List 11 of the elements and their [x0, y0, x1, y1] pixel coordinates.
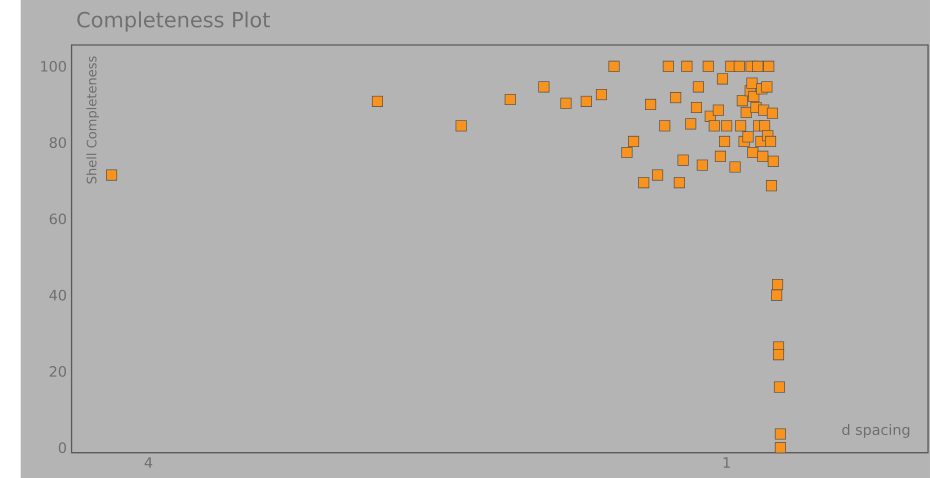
y-tick-label: 60: [50, 213, 66, 224]
x-tick-label: 1: [724, 457, 730, 468]
y-axis-title: Shell Completeness: [86, 56, 100, 184]
y-tick-label: 40: [49, 290, 66, 301]
y-tick-label: 100: [41, 60, 66, 72]
y-tick-label: 20: [50, 366, 66, 377]
chart-title: Completeness Plot: [77, 11, 270, 32]
y-tick-label: 0: [58, 442, 66, 454]
y-tick-label: 80: [50, 137, 66, 148]
x-tick-label: 4: [144, 457, 152, 468]
x-axis-title: d spacing: [842, 424, 910, 438]
